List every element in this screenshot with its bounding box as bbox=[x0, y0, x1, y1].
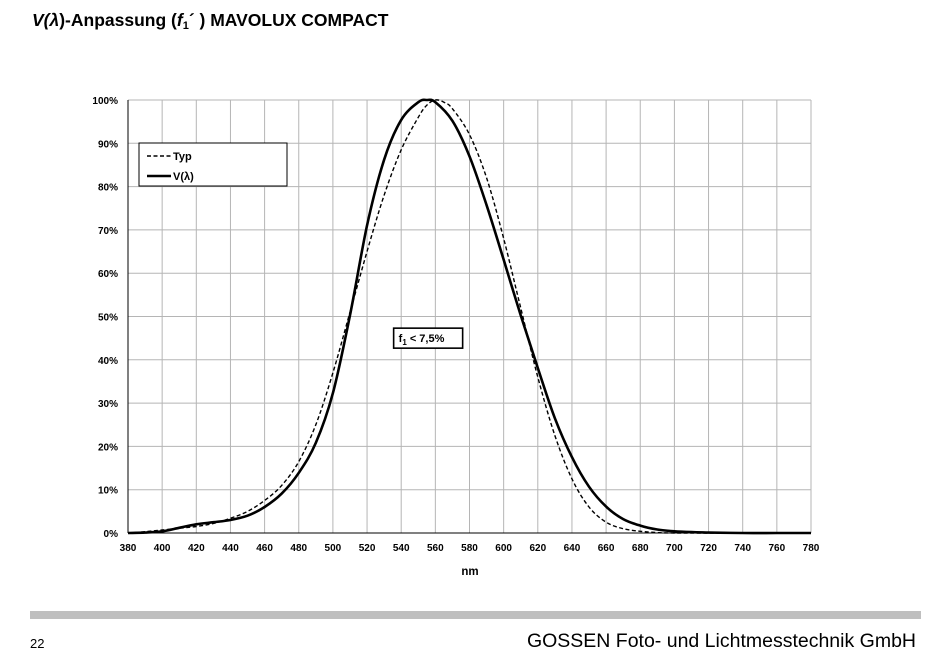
x-tick-label: 500 bbox=[325, 543, 342, 554]
y-tick-label: 100% bbox=[92, 96, 118, 107]
x-tick-label: 400 bbox=[154, 543, 171, 554]
y-tick-label: 80% bbox=[98, 183, 118, 194]
x-tick-label: 720 bbox=[700, 543, 717, 554]
x-tick-label: 780 bbox=[803, 543, 820, 554]
y-tick-label: 40% bbox=[98, 356, 118, 367]
x-tick-label: 620 bbox=[529, 543, 546, 554]
chart-legend: Typ V(λ) bbox=[138, 142, 288, 187]
x-tick-label: 580 bbox=[461, 543, 478, 554]
x-tick-label: 520 bbox=[359, 543, 376, 554]
x-axis-label: nm bbox=[461, 566, 478, 578]
annotation-text: f1 < 7,5% bbox=[399, 333, 445, 347]
annotation-f: f bbox=[399, 333, 403, 345]
line-chart: 0% 10% 20% 30% 40% 50% 60% 70% 80% 90% 100% 380 400… bbox=[92, 96, 820, 578]
chart-grid bbox=[127, 99, 812, 534]
legend-label: Typ bbox=[173, 151, 192, 163]
x-tick-label: 560 bbox=[427, 543, 444, 554]
company-name: GOSSEN Foto- und Lichtmesstechnik GmbH bbox=[526, 630, 916, 652]
x-tick-label: 640 bbox=[564, 543, 581, 554]
annotation-sub: 1 bbox=[402, 338, 407, 347]
x-tick-label: 740 bbox=[734, 543, 751, 554]
chart-annotation: f1 < 7,5% bbox=[392, 327, 464, 349]
x-tick-labels: 380 400 420 440 460 480 500 520 540 560 580 600 620 6… bbox=[120, 543, 820, 554]
y-tick-label: 70% bbox=[98, 226, 118, 237]
y-tick-label: 30% bbox=[98, 399, 118, 410]
x-tick-label: 700 bbox=[666, 543, 683, 554]
series-line-typ bbox=[127, 99, 811, 534]
y-tick-label: 50% bbox=[98, 313, 118, 324]
x-tick-label: 440 bbox=[222, 543, 239, 554]
title-sub: 1 bbox=[182, 20, 189, 32]
x-tick-label: 480 bbox=[290, 543, 307, 554]
title-suffix: ´ ) MAVOLUX COMPACT bbox=[188, 10, 389, 30]
x-tick-label: 760 bbox=[769, 543, 786, 554]
chart-series bbox=[127, 98, 811, 535]
y-tick-labels: 0% 10% 20% 30% 40% 50% 60% 70% 80% 90% 100% bbox=[92, 96, 118, 540]
y-tick-label: 20% bbox=[98, 442, 118, 453]
title-v: V( bbox=[32, 10, 50, 30]
x-tick-label: 540 bbox=[393, 543, 410, 554]
x-tick-label: 680 bbox=[632, 543, 649, 554]
x-tick-label: 420 bbox=[188, 543, 205, 554]
series-line-v-lambda bbox=[127, 98, 811, 535]
annotation-value: < 7,5% bbox=[407, 333, 445, 345]
annotation-box bbox=[392, 327, 464, 349]
x-tick-label: 380 bbox=[120, 543, 137, 554]
legend-box bbox=[138, 142, 288, 187]
y-tick-label: 10% bbox=[98, 486, 118, 497]
legend-label: V(λ) bbox=[173, 171, 194, 183]
y-tick-label: 0% bbox=[104, 529, 119, 540]
page-title: V(λ)-Anpassung (f1´ ) MAVOLUX COMPACT bbox=[32, 10, 388, 32]
x-tick-label: 660 bbox=[598, 543, 615, 554]
title-mid: )-Anpassung ( bbox=[59, 10, 177, 30]
footer-divider bbox=[30, 611, 921, 619]
title-f: f bbox=[176, 10, 183, 30]
y-tick-label: 90% bbox=[98, 139, 118, 150]
x-tick-label: 600 bbox=[495, 543, 512, 554]
title-lambda: λ bbox=[49, 10, 60, 30]
page-number: 22 bbox=[30, 636, 45, 651]
x-tick-label: 460 bbox=[256, 543, 273, 554]
y-tick-label: 60% bbox=[98, 269, 118, 280]
